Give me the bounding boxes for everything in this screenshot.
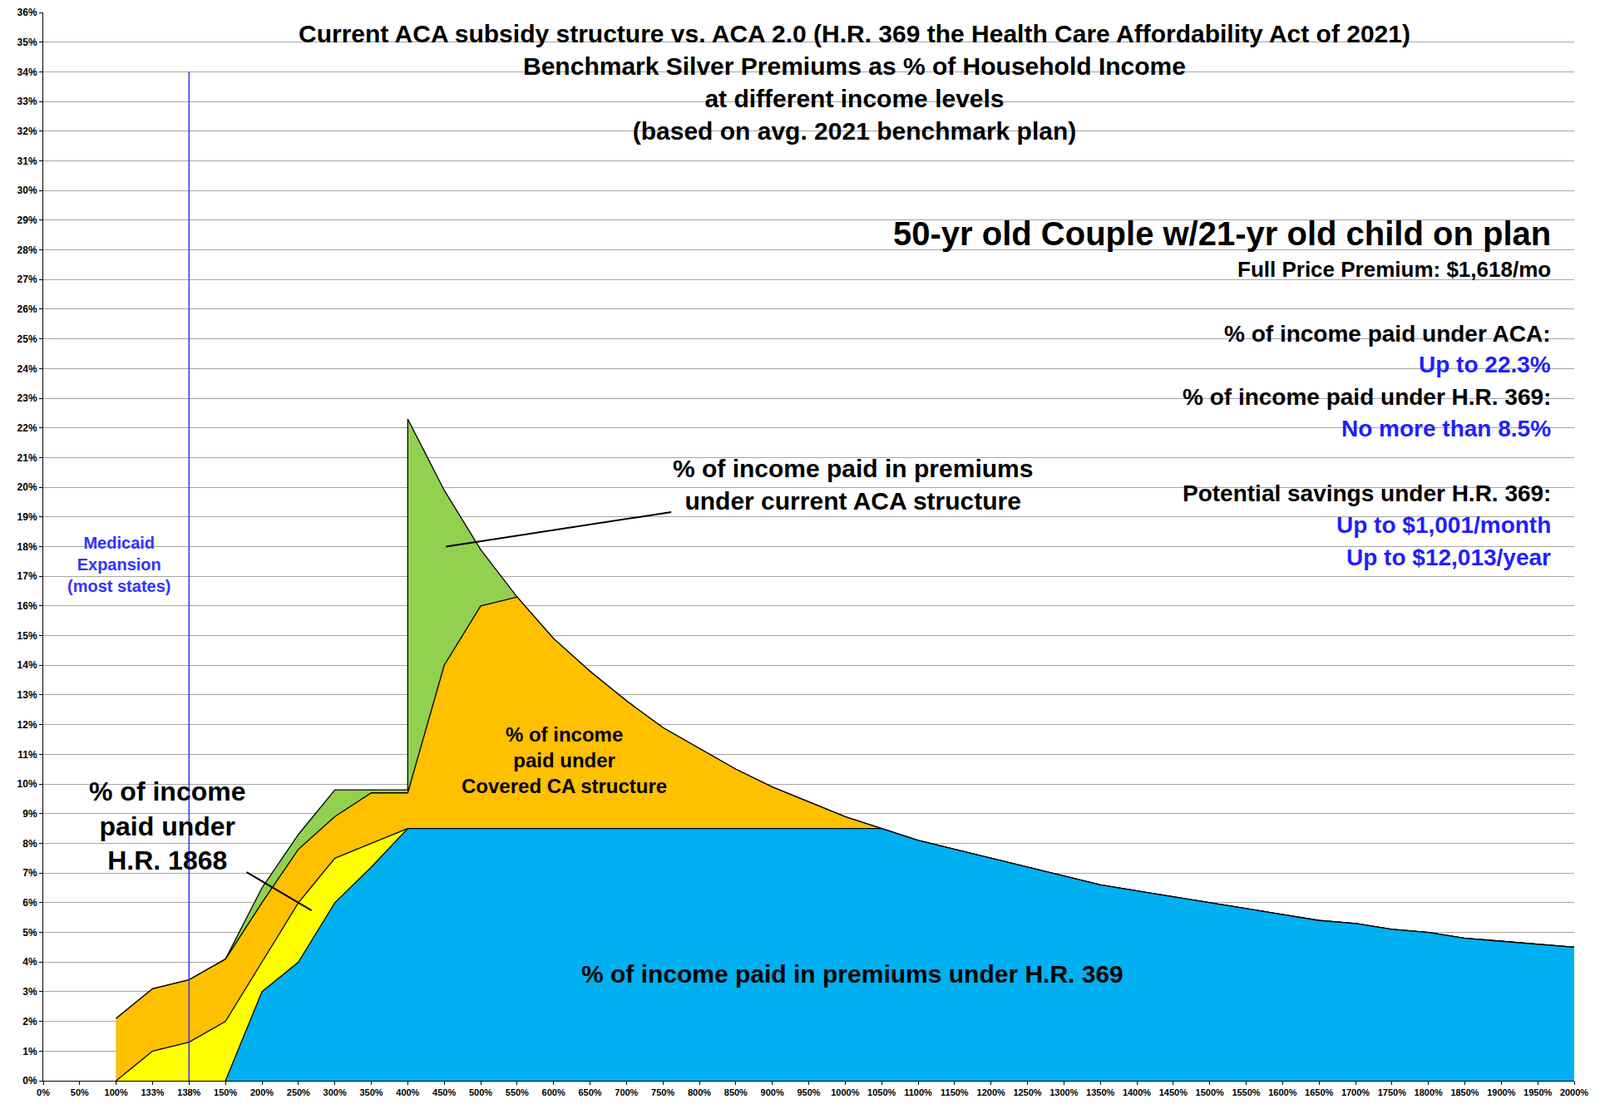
- svg-text:30%: 30%: [17, 184, 38, 197]
- svg-text:35%: 35%: [17, 36, 38, 49]
- svg-text:400%: 400%: [395, 1087, 420, 1098]
- svg-text:1800%: 1800%: [1414, 1087, 1443, 1098]
- svg-text:250%: 250%: [286, 1087, 311, 1098]
- svg-text:133%: 133%: [140, 1087, 164, 1098]
- svg-text:Up to $12,013/year: Up to $12,013/year: [1346, 544, 1551, 571]
- svg-text:% of income paid in premiums u: % of income paid in premiums under H.R. …: [581, 960, 1124, 988]
- svg-text:24%: 24%: [17, 363, 38, 376]
- svg-text:6%: 6%: [22, 897, 38, 909]
- svg-text:900%: 900%: [760, 1087, 785, 1098]
- svg-text:% of income paid in premiumsun: % of income paid in premiumsunder curren…: [672, 454, 1033, 515]
- svg-text:5%: 5%: [22, 927, 38, 939]
- svg-text:Up to 22.3%: Up to 22.3%: [1418, 351, 1551, 378]
- svg-text:33%: 33%: [17, 95, 38, 108]
- svg-text:800%: 800%: [687, 1087, 712, 1098]
- svg-text:26%: 26%: [17, 303, 38, 316]
- svg-text:11%: 11%: [17, 749, 38, 761]
- svg-text:31%: 31%: [17, 155, 38, 168]
- svg-text:12%: 12%: [17, 719, 38, 731]
- svg-text:50-yr old Couple w/21-yr old c: 50-yr old Couple w/21-yr old child on pl…: [893, 215, 1551, 252]
- svg-text:200%: 200%: [250, 1087, 274, 1098]
- svg-text:9%: 9%: [22, 808, 38, 820]
- svg-text:8%: 8%: [22, 838, 38, 850]
- svg-text:1150%: 1150%: [940, 1087, 969, 1098]
- svg-text:1850%: 1850%: [1450, 1087, 1479, 1098]
- svg-text:10%: 10%: [17, 778, 38, 791]
- svg-text:34%: 34%: [17, 66, 38, 79]
- svg-text:1650%: 1650%: [1304, 1087, 1334, 1098]
- svg-text:600%: 600%: [542, 1087, 566, 1098]
- svg-text:1200%: 1200%: [977, 1087, 1006, 1098]
- svg-text:1400%: 1400%: [1122, 1087, 1151, 1098]
- svg-text:28%: 28%: [17, 244, 38, 257]
- svg-text:1700%: 1700%: [1341, 1087, 1370, 1098]
- svg-text:1100%: 1100%: [903, 1087, 933, 1098]
- svg-text:2000%: 2000%: [1560, 1087, 1589, 1098]
- svg-text:850%: 850%: [724, 1087, 748, 1098]
- svg-text:19%: 19%: [17, 511, 38, 524]
- svg-text:23%: 23%: [17, 392, 38, 405]
- svg-text:0%: 0%: [36, 1087, 50, 1098]
- svg-text:1750%: 1750%: [1377, 1087, 1407, 1098]
- svg-text:300%: 300%: [323, 1087, 347, 1098]
- svg-text:100%: 100%: [104, 1087, 129, 1098]
- svg-text:% of income paid under ACA:: % of income paid under ACA:: [1224, 320, 1551, 347]
- svg-text:3%: 3%: [22, 986, 38, 998]
- svg-text:25%: 25%: [17, 333, 38, 346]
- svg-text:1600%: 1600%: [1268, 1087, 1297, 1098]
- svg-text:1500%: 1500%: [1195, 1087, 1225, 1098]
- svg-text:1550%: 1550%: [1231, 1087, 1260, 1098]
- svg-text:700%: 700%: [614, 1087, 638, 1098]
- svg-text:No more than 8.5%: No more than 8.5%: [1341, 415, 1551, 442]
- svg-text:2%: 2%: [22, 1016, 38, 1028]
- svg-text:Potential savings under H.R. 3: Potential savings under H.R. 369:: [1182, 480, 1551, 507]
- svg-text:1250%: 1250%: [1012, 1087, 1042, 1098]
- svg-text:Full Price Premium: $1,618/mo: Full Price Premium: $1,618/mo: [1237, 256, 1551, 282]
- svg-text:1000%: 1000%: [830, 1087, 860, 1098]
- svg-text:% of incomepaid underH.R. 1868: % of incomepaid underH.R. 1868: [88, 776, 246, 876]
- svg-text:14%: 14%: [17, 659, 38, 672]
- svg-text:36%: 36%: [17, 6, 38, 19]
- svg-text:0%: 0%: [22, 1075, 38, 1087]
- svg-text:150%: 150%: [213, 1087, 238, 1098]
- svg-text:500%: 500%: [469, 1087, 493, 1098]
- svg-text:7%: 7%: [22, 867, 38, 880]
- svg-text:1050%: 1050%: [867, 1087, 896, 1098]
- svg-text:27%: 27%: [17, 273, 38, 286]
- svg-text:450%: 450%: [432, 1087, 456, 1098]
- svg-text:20%: 20%: [17, 481, 38, 494]
- svg-text:138%: 138%: [177, 1087, 201, 1098]
- svg-text:29%: 29%: [17, 214, 38, 227]
- svg-text:1950%: 1950%: [1523, 1087, 1552, 1098]
- svg-text:17%: 17%: [17, 570, 38, 583]
- svg-text:1450%: 1450%: [1159, 1087, 1188, 1098]
- svg-text:50%: 50%: [70, 1087, 89, 1098]
- svg-text:1300%: 1300%: [1049, 1087, 1078, 1098]
- svg-text:15%: 15%: [17, 630, 38, 642]
- svg-text:4%: 4%: [22, 956, 38, 968]
- svg-text:18%: 18%: [17, 541, 38, 554]
- svg-text:Current ACA subsidy structure: Current ACA subsidy structure vs. ACA 2.…: [298, 19, 1411, 145]
- svg-text:MedicaidExpansion(most states): MedicaidExpansion(most states): [67, 533, 171, 596]
- svg-text:21%: 21%: [17, 452, 38, 465]
- svg-text:13%: 13%: [17, 689, 38, 702]
- svg-text:Up to $1,001/month: Up to $1,001/month: [1336, 512, 1551, 539]
- svg-text:1%: 1%: [22, 1046, 38, 1058]
- svg-text:32%: 32%: [17, 125, 38, 138]
- svg-text:16%: 16%: [17, 600, 38, 613]
- svg-text:% of incomepaid underCovered C: % of incomepaid underCovered CA structur…: [461, 723, 667, 798]
- svg-text:22%: 22%: [17, 422, 38, 435]
- svg-text:% of income paid under H.R. 36: % of income paid under H.R. 369:: [1182, 384, 1551, 410]
- svg-text:1350%: 1350%: [1086, 1087, 1115, 1098]
- svg-text:650%: 650%: [577, 1087, 602, 1098]
- svg-text:950%: 950%: [796, 1087, 820, 1098]
- svg-text:550%: 550%: [505, 1087, 529, 1098]
- svg-text:1900%: 1900%: [1486, 1087, 1516, 1098]
- svg-text:350%: 350%: [359, 1087, 383, 1098]
- svg-text:750%: 750%: [651, 1087, 675, 1098]
